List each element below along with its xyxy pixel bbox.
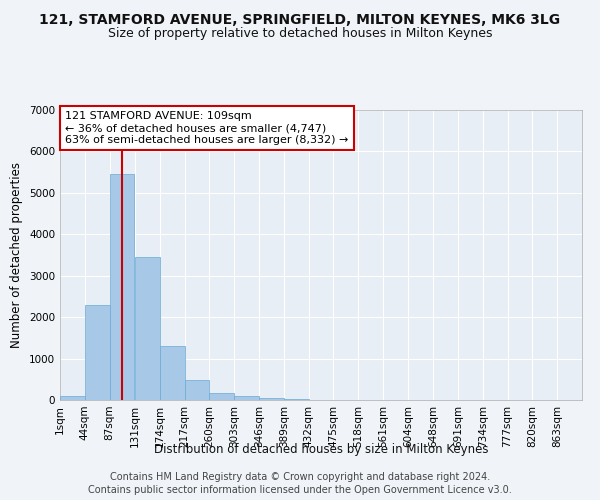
Bar — [209, 394, 234, 400]
Text: Contains public sector information licensed under the Open Government Licence v3: Contains public sector information licen… — [88, 485, 512, 495]
Bar — [160, 346, 185, 400]
Text: Distribution of detached houses by size in Milton Keynes: Distribution of detached houses by size … — [154, 442, 488, 456]
Text: Size of property relative to detached houses in Milton Keynes: Size of property relative to detached ho… — [108, 28, 492, 40]
Text: 121, STAMFORD AVENUE, SPRINGFIELD, MILTON KEYNES, MK6 3LG: 121, STAMFORD AVENUE, SPRINGFIELD, MILTO… — [40, 12, 560, 26]
Bar — [259, 398, 284, 400]
Bar — [185, 380, 209, 400]
Bar — [135, 257, 160, 400]
Bar — [234, 396, 259, 400]
Bar — [110, 174, 134, 400]
Bar — [85, 305, 110, 400]
Bar — [284, 399, 308, 400]
Text: 121 STAMFORD AVENUE: 109sqm
← 36% of detached houses are smaller (4,747)
63% of : 121 STAMFORD AVENUE: 109sqm ← 36% of det… — [65, 112, 349, 144]
Y-axis label: Number of detached properties: Number of detached properties — [10, 162, 23, 348]
Bar — [60, 396, 85, 400]
Text: Contains HM Land Registry data © Crown copyright and database right 2024.: Contains HM Land Registry data © Crown c… — [110, 472, 490, 482]
